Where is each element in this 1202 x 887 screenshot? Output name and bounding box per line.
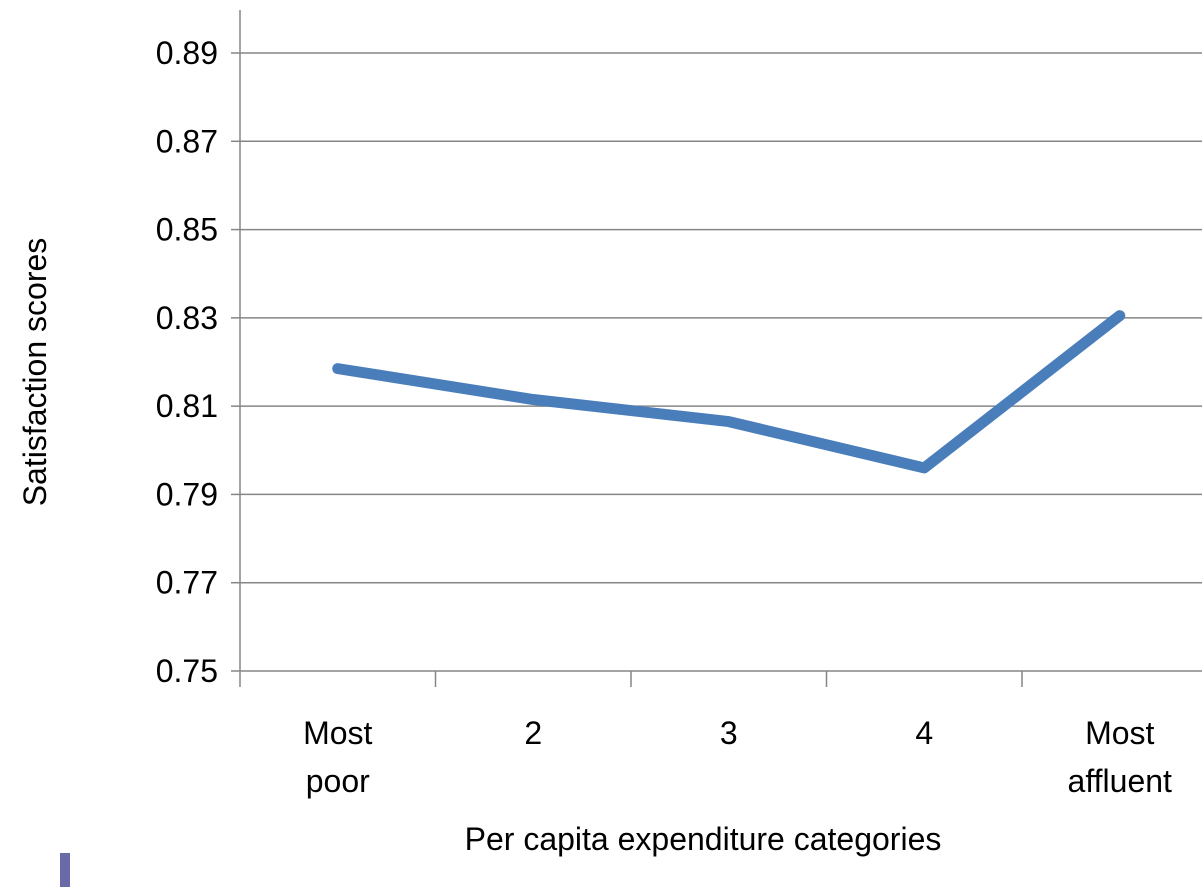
x-tick-labels: Most poor 2 3 4 Most affluent	[303, 715, 1172, 799]
axes	[231, 10, 1202, 687]
y-axis-title: Satisfaction scores	[17, 238, 53, 507]
series-line	[332, 310, 1126, 474]
corner-decoration	[60, 853, 70, 887]
y-tick-label: 0.81	[156, 388, 218, 424]
y-tick-label: 0.83	[156, 300, 218, 336]
y-tick-label: 0.87	[156, 123, 218, 159]
x-tick-label-line: 2	[524, 715, 542, 751]
data-point	[532, 399, 534, 401]
x-tick-label-line: Most	[1085, 715, 1154, 751]
x-tick-label-line: 4	[915, 715, 933, 751]
x-tick-label: 4	[915, 715, 933, 751]
x-tick-label: Most affluent	[1068, 715, 1173, 799]
y-tick-label: 0.79	[156, 476, 218, 512]
x-tick-label: 3	[720, 715, 738, 751]
y-tick-label: 0.85	[156, 212, 218, 248]
y-tick-label: 0.77	[156, 565, 218, 601]
data-point	[1119, 315, 1121, 317]
data-point	[337, 368, 339, 370]
x-tick-label: 2	[524, 715, 542, 751]
x-tick-label-line: 3	[720, 715, 738, 751]
data-point	[728, 421, 730, 423]
x-tick-label: Most poor	[303, 715, 372, 799]
x-tick-label-line: Most	[303, 715, 372, 751]
x-tick-label-line: affluent	[1068, 763, 1173, 799]
gridlines	[240, 52, 1202, 584]
y-tick-labels: 0.75 0.77 0.79 0.81 0.83 0.85 0.87 0.89	[156, 35, 218, 689]
x-axis-title: Per capita expenditure categories	[465, 821, 942, 857]
y-tick-label: 0.89	[156, 35, 218, 71]
x-tick-label-line: poor	[306, 763, 370, 799]
y-tick-label: 0.75	[156, 653, 218, 689]
data-point	[923, 467, 925, 469]
series-layer	[332, 310, 1126, 474]
